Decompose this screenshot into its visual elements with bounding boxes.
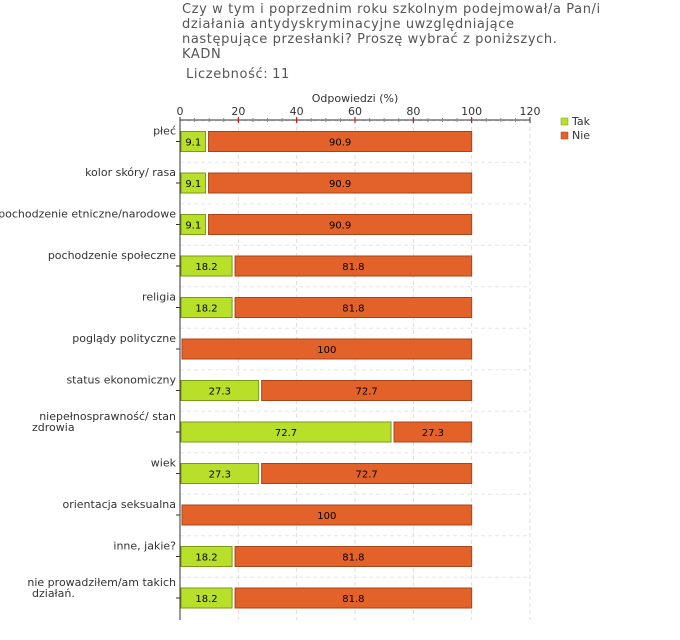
bar-value-label: 72.7 bbox=[275, 428, 297, 439]
bar-nie bbox=[234, 255, 473, 277]
bar-value-label: 18.2 bbox=[195, 553, 217, 564]
bar-tak bbox=[180, 546, 233, 567]
bar-nie bbox=[393, 421, 473, 443]
bar-nie bbox=[261, 463, 473, 484]
bar-value-label: 9.1 bbox=[185, 138, 201, 149]
chart-title: Czy w tym i poprzednim roku szkolnym pod… bbox=[182, 2, 662, 62]
bar-value-label: 9.1 bbox=[185, 179, 201, 190]
bar-tak bbox=[180, 587, 233, 609]
legend-swatch-nie bbox=[560, 131, 569, 140]
x-tick-label: 40 bbox=[290, 105, 304, 118]
category-label: status ekonomiczny bbox=[66, 374, 176, 387]
chart-title-line: następujące przesłanki? Proszę wybrać z … bbox=[182, 32, 558, 47]
x-tick-label: 120 bbox=[520, 105, 541, 118]
bar-nie bbox=[208, 214, 473, 235]
bar-tak bbox=[180, 297, 233, 318]
bar-value-label: 81.8 bbox=[342, 304, 364, 315]
bar-nie bbox=[208, 131, 473, 152]
bar-nie bbox=[181, 338, 473, 360]
bar-tak bbox=[180, 255, 233, 277]
chart-title-line: KADN bbox=[182, 47, 222, 62]
category-label: płeć bbox=[153, 125, 176, 138]
bar-nie bbox=[234, 546, 473, 567]
legend-swatch-tak bbox=[560, 117, 569, 126]
x-axis-title: Odpowiedzi (%) bbox=[312, 92, 399, 105]
bar-value-label: 100 bbox=[317, 345, 336, 356]
category-label: pochodzenie społeczne bbox=[48, 249, 176, 262]
category-label: wiek bbox=[151, 457, 177, 470]
bar-value-label: 18.2 bbox=[195, 262, 217, 273]
category-label: poglądy polityczne bbox=[72, 332, 176, 345]
legend-label: Tak bbox=[571, 115, 591, 128]
bar-tak bbox=[180, 172, 207, 194]
chart-title-line: Czy w tym i poprzednim roku szkolnym pod… bbox=[182, 2, 601, 17]
bar-value-label: 18.2 bbox=[195, 304, 217, 315]
category-label: orientacja seksualna bbox=[62, 498, 176, 511]
bar-value-label: 27.3 bbox=[422, 428, 444, 439]
category-label: pochodzenie etniczne/narodowe bbox=[0, 208, 176, 221]
category-label: niepełnosprawność/ stan bbox=[39, 410, 176, 423]
bar-value-label: 81.8 bbox=[342, 594, 364, 605]
bar-value-label: 27.3 bbox=[209, 470, 231, 481]
legend-label: Nie bbox=[572, 129, 590, 142]
sample-size: Liczebność: 11 bbox=[182, 67, 290, 82]
bar-value-label: 90.9 bbox=[329, 221, 351, 232]
bar-nie bbox=[261, 380, 473, 401]
x-tick-label: 0 bbox=[177, 105, 184, 118]
bar-value-label: 81.8 bbox=[342, 553, 364, 564]
category-label: kolor skóry/ rasa bbox=[85, 166, 176, 179]
bar-tak bbox=[180, 380, 260, 401]
x-tick-label: 100 bbox=[461, 105, 482, 118]
bar-tak bbox=[180, 463, 260, 484]
bar-value-label: 9.1 bbox=[185, 221, 201, 232]
category-label: nie prowadziłem/am takich bbox=[27, 576, 176, 589]
bar-nie bbox=[234, 297, 473, 318]
bar-tak bbox=[180, 131, 207, 152]
bar-value-label: 90.9 bbox=[329, 179, 351, 190]
bar-nie bbox=[234, 587, 473, 609]
bar-tak bbox=[180, 421, 392, 443]
x-tick-label: 20 bbox=[231, 105, 245, 118]
x-tick-label: 80 bbox=[406, 105, 420, 118]
bar-tak bbox=[180, 214, 207, 235]
sample-size-label: Liczebność: bbox=[186, 67, 269, 82]
bar-value-label: 72.7 bbox=[356, 470, 378, 481]
chart-title-line: działania antydyskryminacyjne uwzględnia… bbox=[182, 17, 515, 32]
bar-value-label: 81.8 bbox=[342, 262, 364, 273]
bar-nie bbox=[208, 172, 473, 194]
bar-value-label: 72.7 bbox=[356, 387, 378, 398]
category-label: działań. bbox=[32, 587, 75, 600]
x-tick-label: 60 bbox=[348, 105, 362, 118]
sample-size-value: 11 bbox=[272, 67, 290, 82]
bar-nie bbox=[181, 504, 473, 526]
bar-value-label: 18.2 bbox=[195, 594, 217, 605]
category-label: zdrowia bbox=[32, 421, 75, 434]
category-label: religia bbox=[142, 291, 176, 304]
category-label: inne, jakie? bbox=[113, 540, 176, 553]
bar-value-label: 90.9 bbox=[329, 138, 351, 149]
bar-value-label: 27.3 bbox=[209, 387, 231, 398]
bar-value-label: 100 bbox=[317, 511, 336, 522]
